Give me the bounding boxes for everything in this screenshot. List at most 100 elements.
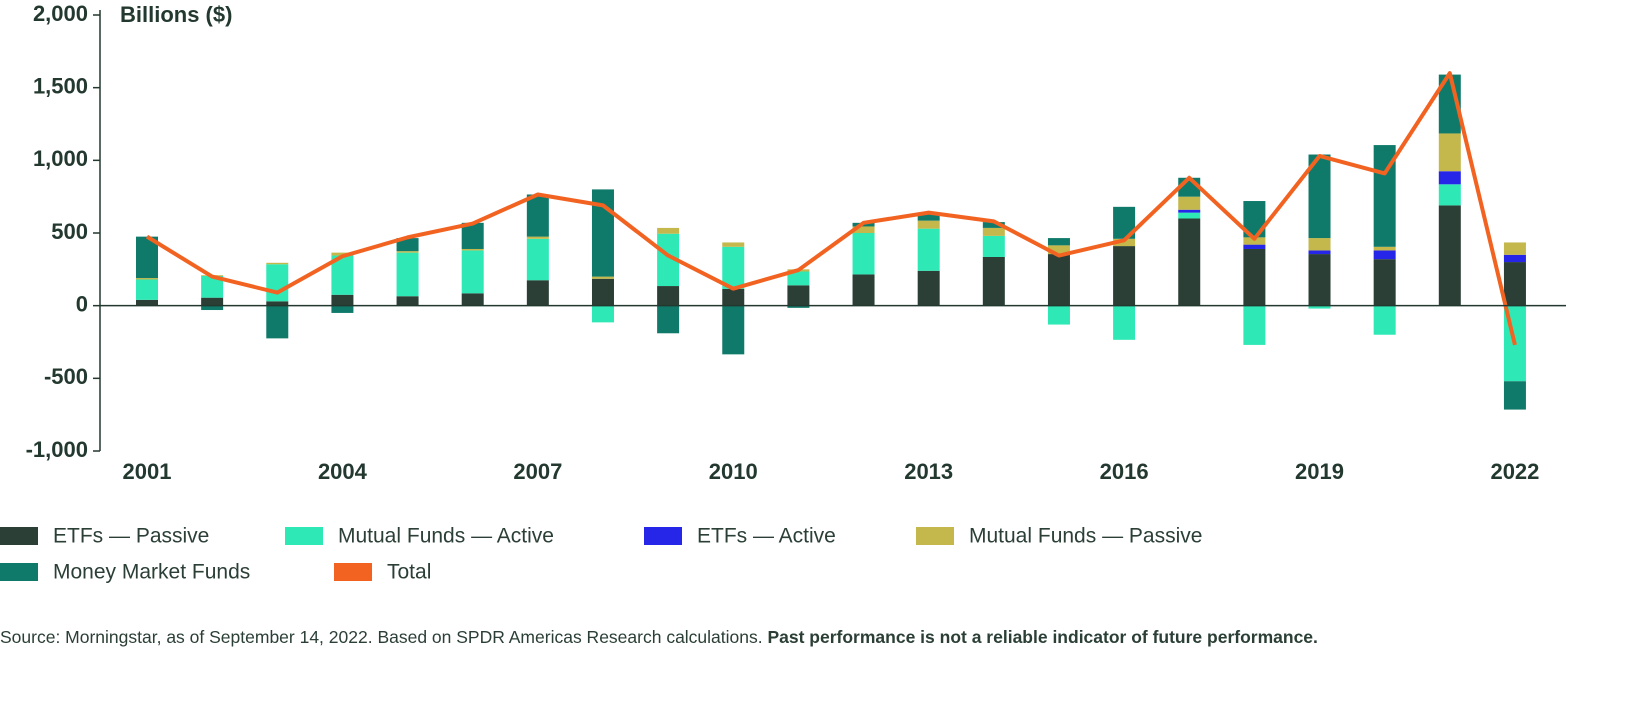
bar-segment [917, 270, 940, 306]
bar-segment [982, 222, 1005, 228]
bar-segment [266, 301, 289, 306]
bar-segment [1047, 305, 1070, 325]
bar-segment [1308, 254, 1331, 306]
bar-segment [331, 294, 354, 306]
bar-segment [526, 280, 549, 306]
bar-segment [1243, 305, 1266, 345]
bar-segment [1438, 205, 1461, 306]
bar-segment [1308, 154, 1331, 239]
bar-segment [787, 271, 810, 286]
bar-segment [1503, 262, 1526, 306]
bar-segment [396, 238, 419, 252]
bar-segment [1373, 259, 1396, 306]
y-tick-label: -500 [44, 364, 88, 389]
bar-segment [787, 285, 810, 306]
y-tick-label: 1,000 [33, 146, 88, 171]
x-tick-label: 2013 [904, 459, 953, 484]
y-tick-label: 1,500 [33, 73, 88, 98]
bar-segment [1178, 209, 1201, 213]
y-tick-label: -1,000 [26, 437, 88, 462]
bar-segment [526, 236, 549, 239]
x-tick-label: 2019 [1295, 459, 1344, 484]
x-tick-label: 2022 [1490, 459, 1539, 484]
legend-swatch [334, 563, 372, 581]
bar-segment [982, 256, 1005, 306]
bar-segment [526, 238, 549, 281]
bar-segment [917, 214, 940, 221]
bar-segment [917, 228, 940, 271]
bar-segment [1438, 133, 1461, 172]
bar-segment [1308, 305, 1331, 309]
bar-segment [722, 305, 745, 355]
x-tick-label: 2001 [123, 459, 172, 484]
legend-label: Mutual Funds — Active [338, 525, 554, 548]
bar-segment [591, 305, 614, 323]
bar-segment [982, 235, 1005, 257]
bar-segment [1438, 171, 1461, 185]
bar-segment [1373, 246, 1396, 251]
bar-segment [657, 286, 680, 306]
bar-segment [1113, 238, 1136, 247]
bar-segment [331, 252, 354, 256]
bar-segment [1047, 254, 1070, 306]
legend-label: ETFs — Passive [53, 525, 209, 548]
bar-segment [1373, 250, 1396, 260]
bar-segment [1308, 238, 1331, 251]
bar-segment [201, 305, 224, 311]
y-tick-label: 0 [76, 291, 88, 316]
bar-segment [136, 299, 158, 306]
bar-segment [591, 278, 614, 306]
bar-segment [396, 252, 419, 297]
bar-segment [526, 194, 549, 237]
chart: Billions ($) 2,000 1,500 1,000 500 0 -500 -1,0… [0, 1, 1566, 584]
bar-segment [461, 222, 484, 249]
bar-segment [201, 297, 224, 306]
footnote: Source: Morningstar, as of September 14,… [0, 624, 1360, 651]
y-tick-label: 500 [51, 219, 88, 244]
bar-segment [722, 288, 745, 306]
bar-segment [1113, 246, 1136, 306]
bar-segment [1047, 245, 1070, 255]
bar-segment [982, 227, 1005, 236]
bar-segment [852, 226, 875, 233]
source: Source: Morningstar, as of September 14,… [0, 627, 768, 647]
x-tick-label: 2004 [318, 459, 368, 484]
bar-segment [461, 248, 484, 251]
bar-segment [1308, 250, 1331, 255]
bar-segment [1113, 305, 1136, 340]
bar-segment [1178, 196, 1201, 210]
bar-segment [1503, 242, 1526, 255]
bar-segment [331, 305, 354, 313]
bar-segment [591, 276, 614, 279]
bar-segment [266, 262, 289, 265]
bar-segment [657, 305, 680, 334]
bar-segment [1178, 218, 1201, 306]
bar-segment [1243, 244, 1266, 249]
bar-segment [1243, 201, 1266, 238]
legend-swatch [285, 527, 323, 545]
bar-segment [396, 296, 419, 306]
bar-segment [396, 251, 419, 253]
bar-segment [1113, 206, 1136, 239]
bar-segment [657, 227, 680, 234]
legend-swatch [916, 527, 954, 545]
bar-segment [917, 220, 940, 229]
y-axis-label: Billions ($) [120, 2, 232, 27]
x-tick-label: 2010 [709, 459, 758, 484]
bar-segment [331, 255, 354, 295]
bar-segment [1503, 254, 1526, 263]
bar-segment [657, 233, 680, 287]
bar-segment [722, 246, 745, 289]
legend-label: Total [387, 561, 431, 584]
disclaimer: Past performance is not a reliable indic… [767, 627, 1318, 647]
bar-segment [722, 242, 745, 247]
legend-label: ETFs — Active [697, 525, 836, 548]
bar-segment [136, 279, 158, 300]
legend-swatch [0, 527, 38, 545]
bar-segment [1438, 184, 1461, 206]
bar-segment [852, 233, 875, 275]
bar-segment [1503, 381, 1526, 410]
bar-segment [201, 275, 224, 298]
legend-swatch [0, 563, 38, 581]
